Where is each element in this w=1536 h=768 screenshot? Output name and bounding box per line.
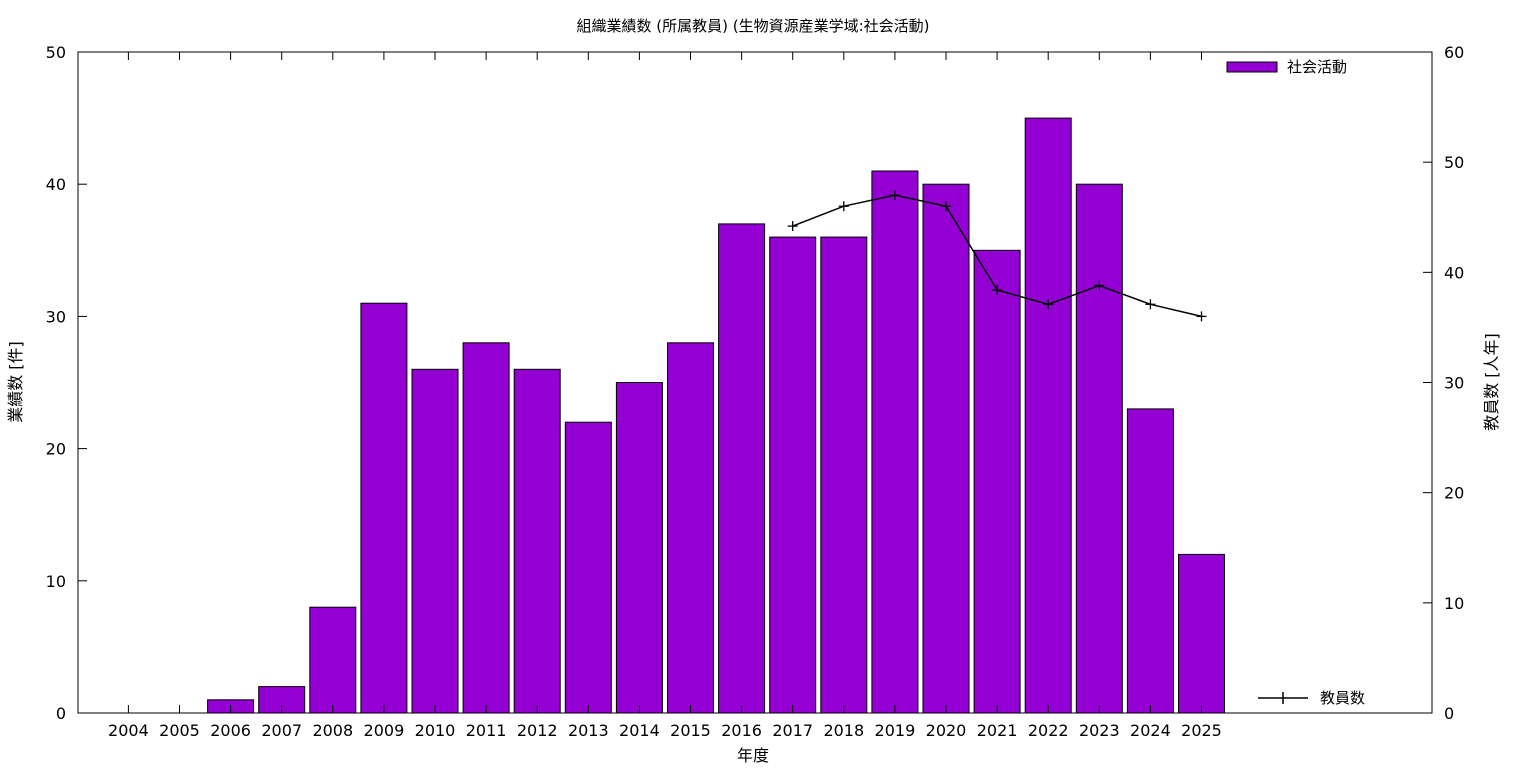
y-tick-label: 0 — [56, 704, 66, 723]
ticks-layer — [78, 51, 1432, 714]
labels-layer: 0 10 20 30 40 50 0 10 20 30 40 50 60 2004 2005 2006 2007… — [46, 43, 1465, 740]
y2-tick-label: 50 — [1444, 153, 1464, 172]
x-tick-label: 2009 — [364, 721, 405, 740]
x-tick-label: 2008 — [312, 721, 353, 740]
x-tick-label: 2023 — [1079, 721, 1120, 740]
x-axis-title: 年度 — [737, 746, 769, 765]
x-tick-label: 2018 — [823, 721, 864, 740]
y2-tick-label: 20 — [1444, 484, 1464, 503]
legend-line-entry: 教員数 — [1258, 689, 1365, 707]
x-tick-label: 2015 — [670, 721, 711, 740]
line-point-2017 — [787, 221, 798, 232]
x-tick-label: 2021 — [977, 721, 1018, 740]
x-tick-label: 2012 — [517, 721, 558, 740]
chart-title: 組織業績数 (所属教員) (生物資源産業学域:社会活動) — [576, 17, 929, 35]
line-point-2019 — [889, 190, 900, 201]
y2-tick-label: 40 — [1444, 263, 1464, 282]
x-tick-label: 2024 — [1130, 721, 1171, 740]
y2-tick-label: 30 — [1444, 374, 1464, 393]
line-point-2024 — [1145, 299, 1156, 310]
y2-tick-label: 60 — [1444, 43, 1464, 62]
line-point-2021 — [992, 284, 1003, 295]
y2-tick-label: 0 — [1444, 704, 1454, 723]
y-tick-label: 10 — [46, 572, 66, 591]
bar-2024 — [1126, 408, 1174, 714]
bar-2021 — [973, 249, 1021, 714]
x-tick-label: 2011 — [466, 721, 507, 740]
bar-2010 — [411, 368, 459, 714]
bar-2022 — [1024, 117, 1072, 714]
legend-line-label: 教員数 — [1320, 689, 1365, 707]
bar-2023 — [1075, 183, 1123, 714]
x-tick-label: 2006 — [210, 721, 251, 740]
y-axis-title: 業績数 [件] — [6, 341, 25, 423]
x-tick-label: 2010 — [415, 721, 456, 740]
x-tick-label: 2016 — [721, 721, 762, 740]
x-tick-label: 2019 — [875, 721, 916, 740]
bars-layer — [207, 117, 1225, 714]
x-tick-label: 2007 — [261, 721, 302, 740]
y2-axis-title: 教員数 [人年] — [1482, 333, 1501, 431]
x-tick-label: 2005 — [159, 721, 200, 740]
bar-2012 — [513, 368, 561, 714]
bar-2008 — [309, 606, 357, 714]
line-point-2023 — [1094, 280, 1105, 291]
y-tick-label: 30 — [46, 307, 66, 326]
x-tick-label: 2014 — [619, 721, 660, 740]
x-tick-label: 2020 — [926, 721, 967, 740]
bar-2016 — [718, 223, 766, 714]
line-point-2020 — [941, 201, 951, 212]
y-tick-label: 50 — [46, 43, 66, 62]
line-point-2018 — [838, 201, 849, 212]
bar-2019 — [871, 170, 919, 714]
bar-2015 — [667, 342, 714, 714]
bar-2013 — [564, 421, 612, 714]
legend-bar-label: 社会活動 — [1287, 58, 1347, 76]
bar-2009 — [360, 302, 408, 714]
bar-2011 — [462, 342, 510, 714]
line-point-2025 — [1196, 311, 1207, 322]
bar-2025 — [1178, 553, 1225, 714]
line-point-2022 — [1043, 299, 1054, 310]
x-tick-label: 2025 — [1181, 721, 1222, 740]
y-tick-label: 20 — [46, 440, 66, 459]
x-tick-label: 2022 — [1028, 721, 1069, 740]
bar-2018 — [820, 236, 868, 714]
bar-2020 — [922, 183, 970, 714]
bar-2017 — [769, 236, 817, 714]
line-layer — [787, 190, 1207, 322]
x-tick-label: 2013 — [568, 721, 609, 740]
legend-bar-swatch — [1226, 61, 1278, 73]
y-tick-label: 40 — [46, 175, 66, 194]
x-tick-label: 2017 — [772, 721, 813, 740]
legend-bar-entry: 社会活動 — [1226, 58, 1347, 76]
x-tick-label: 2004 — [108, 721, 149, 740]
y2-tick-label: 10 — [1444, 594, 1464, 613]
bar-2014 — [615, 382, 663, 714]
